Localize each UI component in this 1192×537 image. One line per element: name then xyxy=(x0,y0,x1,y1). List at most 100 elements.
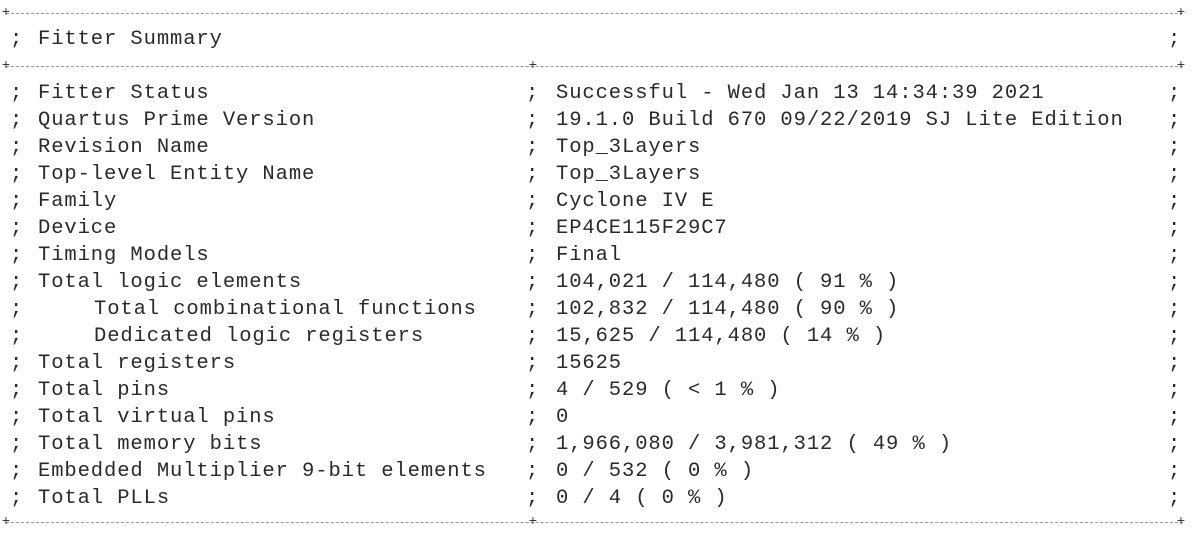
table-row: ; Total pins; 4 / 529 ( < 1 % ); xyxy=(0,377,1192,404)
column-delimiter: ; xyxy=(526,244,539,267)
row-label: Revision Name xyxy=(38,136,210,159)
row-delimiter-left: ; xyxy=(10,433,23,456)
row-label: Total pins xyxy=(38,379,171,402)
row-delimiter-right: ; xyxy=(1168,109,1181,132)
column-delimiter: ; xyxy=(526,433,539,456)
row-delimiter-left: ; xyxy=(10,406,23,429)
row-delimiter-right: ; xyxy=(1168,136,1181,159)
row-delimiter-right: ; xyxy=(1168,82,1181,105)
row-delimiter-left: ; xyxy=(10,163,23,186)
column-delimiter: ; xyxy=(526,406,539,429)
row-delimiter-right: ; xyxy=(1168,460,1181,483)
row-value: 1,966,080 / 3,981,312 ( 49 % ) xyxy=(556,433,953,456)
corner-top-right: + xyxy=(1176,5,1186,21)
row-delimiter-left: ; xyxy=(10,325,23,348)
row-delimiter-left: ; xyxy=(10,28,23,51)
row-delimiter-right: ; xyxy=(1168,217,1181,240)
row-value: 15,625 / 114,480 ( 14 % ) xyxy=(556,325,887,348)
column-delimiter: ; xyxy=(526,163,539,186)
table-row: ; Top-level Entity Name; Top_3Layers; xyxy=(0,161,1192,188)
row-delimiter-right: ; xyxy=(1168,325,1181,348)
corner-mid-left: + xyxy=(1,58,11,74)
row-delimiter-left: ; xyxy=(10,352,23,375)
table-row: ; Total virtual pins; 0; xyxy=(0,404,1192,431)
title-row: ; Fitter Summary ; xyxy=(0,26,1192,53)
row-label: Timing Models xyxy=(38,244,210,267)
row-delimiter-left: ; xyxy=(10,82,23,105)
row-label: Total combinational functions xyxy=(94,298,477,321)
column-delimiter: ; xyxy=(526,487,539,510)
row-delimiter-left: ; xyxy=(10,136,23,159)
row-delimiter-right: ; xyxy=(1168,163,1181,186)
row-value: EP4CE115F29C7 xyxy=(556,217,728,240)
row-value: 4 / 529 ( < 1 % ) xyxy=(556,379,781,402)
row-delimiter-right: ; xyxy=(1168,28,1181,51)
column-delimiter: ; xyxy=(526,217,539,240)
row-value: 19.1.0 Build 670 09/22/2019 SJ Lite Edit… xyxy=(556,109,1124,132)
row-delimiter-right: ; xyxy=(1168,298,1181,321)
row-value: Top_3Layers xyxy=(556,136,702,159)
corner-mid-center: + xyxy=(528,58,538,74)
corner-top-left: + xyxy=(1,5,11,21)
header-separator xyxy=(6,66,1183,67)
corner-bottom-center: + xyxy=(528,514,538,530)
table-row: ; Total logic elements; 104,021 / 114,480 … xyxy=(0,269,1192,296)
row-value: 104,021 / 114,480 ( 91 % ) xyxy=(556,271,900,294)
row-delimiter-right: ; xyxy=(1168,433,1181,456)
table-row: ; Quartus Prime Version; 19.1.0 Build 670 … xyxy=(0,107,1192,134)
table-row: ; Total memory bits; 1,966,080 / 3,981,312… xyxy=(0,431,1192,458)
table-row: ; Family; Cyclone IV E; xyxy=(0,188,1192,215)
table-row: ; Revision Name; Top_3Layers; xyxy=(0,134,1192,161)
row-delimiter-right: ; xyxy=(1168,352,1181,375)
row-label: Total memory bits xyxy=(38,433,263,456)
row-delimiter-left: ; xyxy=(10,217,23,240)
row-label: Total logic elements xyxy=(38,271,303,294)
report-title: Fitter Summary xyxy=(38,28,223,51)
table-row: ; Total PLLs; 0 / 4 ( 0 % ); xyxy=(0,485,1192,512)
row-label: Dedicated logic registers xyxy=(94,325,425,348)
row-label: Top-level Entity Name xyxy=(38,163,316,186)
table-row: ; Total registers; 15625; xyxy=(0,350,1192,377)
column-delimiter: ; xyxy=(526,379,539,402)
row-delimiter-right: ; xyxy=(1168,244,1181,267)
column-delimiter: ; xyxy=(526,136,539,159)
row-label: Embedded Multiplier 9-bit elements xyxy=(38,460,487,483)
row-delimiter-right: ; xyxy=(1168,271,1181,294)
column-delimiter: ; xyxy=(526,325,539,348)
row-delimiter-left: ; xyxy=(10,109,23,132)
column-delimiter: ; xyxy=(526,298,539,321)
row-delimiter-left: ; xyxy=(10,298,23,321)
row-delimiter-left: ; xyxy=(10,487,23,510)
column-delimiter: ; xyxy=(526,352,539,375)
row-delimiter-right: ; xyxy=(1168,190,1181,213)
row-label: Total registers xyxy=(38,352,237,375)
row-delimiter-left: ; xyxy=(10,244,23,267)
column-delimiter: ; xyxy=(526,460,539,483)
corner-bottom-left: + xyxy=(1,514,11,530)
table-row: ; Timing Models; Final; xyxy=(0,242,1192,269)
table-row: ; Fitter Status; Successful - Wed Jan 13 1… xyxy=(0,80,1192,107)
row-delimiter-left: ; xyxy=(10,190,23,213)
column-delimiter: ; xyxy=(526,109,539,132)
row-delimiter-left: ; xyxy=(10,379,23,402)
table-row: ; Dedicated logic registers; 15,625 / 114,… xyxy=(0,323,1192,350)
row-value: 15625 xyxy=(556,352,623,375)
row-delimiter-right: ; xyxy=(1168,406,1181,429)
row-delimiter-right: ; xyxy=(1168,487,1181,510)
row-value: 0 xyxy=(556,406,570,429)
row-label: Quartus Prime Version xyxy=(38,109,316,132)
row-value: 0 / 4 ( 0 % ) xyxy=(556,487,728,510)
row-value: Cyclone IV E xyxy=(556,190,715,213)
row-label: Total PLLs xyxy=(38,487,171,510)
corner-bottom-right: + xyxy=(1176,514,1186,530)
row-value: Top_3Layers xyxy=(556,163,702,186)
table-row: ; Device; EP4CE115F29C7; xyxy=(0,215,1192,242)
column-delimiter: ; xyxy=(526,82,539,105)
row-value: Final xyxy=(556,244,623,267)
top-border xyxy=(6,13,1183,14)
row-delimiter-left: ; xyxy=(10,271,23,294)
row-label: Family xyxy=(38,190,118,213)
column-delimiter: ; xyxy=(526,190,539,213)
row-delimiter-right: ; xyxy=(1168,379,1181,402)
